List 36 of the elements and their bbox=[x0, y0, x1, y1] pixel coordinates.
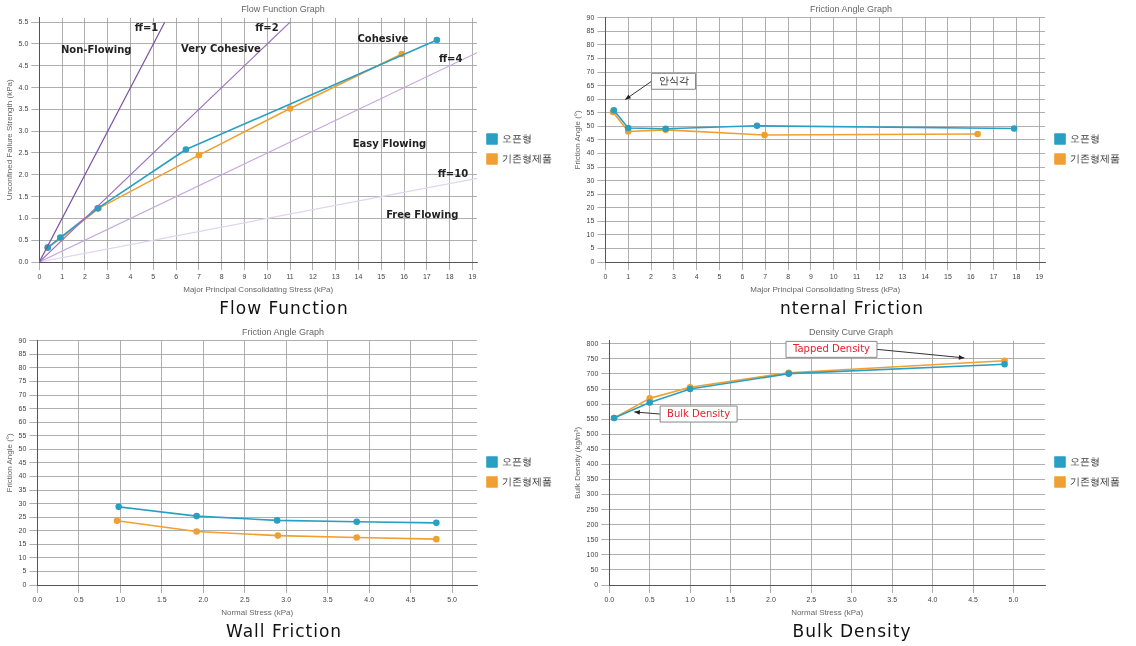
annotation: ff=1 bbox=[134, 22, 159, 34]
text: Flow Function bbox=[218, 298, 350, 318]
text: Bulk Density bbox=[791, 621, 913, 641]
annotation: Cohesive bbox=[357, 33, 409, 45]
annotation: 안식각 bbox=[658, 74, 689, 86]
annotation: ff=2 bbox=[255, 22, 279, 34]
annotation: Free Flowing bbox=[386, 209, 459, 221]
annotation: Bulk Density bbox=[667, 407, 731, 419]
annotation: Tapped Density bbox=[792, 342, 871, 354]
annotation: Very Cohesive bbox=[181, 43, 262, 55]
x-axis-title: Normal Stress (kPa) bbox=[791, 608, 864, 618]
annotation: ff=10 bbox=[437, 167, 469, 179]
chart-title: Density Curve Graph bbox=[808, 326, 894, 337]
legend-label: 기존형제품 bbox=[1070, 152, 1120, 164]
x-axis-title: Major Principal Consolidating Stress (kPa) bbox=[183, 285, 334, 295]
y-axis-title: Bulk Density (kg/m³) bbox=[573, 426, 582, 499]
chart-title: Flow Function Graph bbox=[241, 3, 325, 14]
y-axis-title: Unconfined Failure Strength (kPa) bbox=[5, 79, 14, 201]
legend-label: 기존형제품 bbox=[1070, 475, 1120, 487]
y-axis-title: Friction Angle (°) bbox=[5, 432, 14, 493]
text: nternal Friction bbox=[778, 298, 926, 318]
x-axis-title: Normal Stress (kPa) bbox=[221, 608, 294, 618]
legend-label: 오픈형 bbox=[502, 132, 532, 144]
legend-label: 기존형제품 bbox=[502, 475, 552, 487]
chart-title: Friction Angle Graph bbox=[809, 3, 893, 14]
annotation: Easy Flowing bbox=[352, 138, 427, 150]
y-axis-title: Friction Angle (°) bbox=[573, 109, 582, 170]
chart-title: Friction Angle Graph bbox=[241, 326, 325, 337]
legend-label: 기존형제품 bbox=[502, 152, 552, 164]
text: Wall Friction bbox=[224, 621, 344, 641]
x-axis-title: Major Principal Consolidating Stress (kPa) bbox=[750, 285, 901, 295]
legend-label: 오픈형 bbox=[502, 455, 532, 467]
annotation: ff=4 bbox=[439, 52, 463, 64]
legend-label: 오픈형 bbox=[1070, 455, 1100, 467]
annotation: Non-Flowing bbox=[60, 44, 132, 56]
legend-label: 오픈형 bbox=[1070, 132, 1100, 144]
